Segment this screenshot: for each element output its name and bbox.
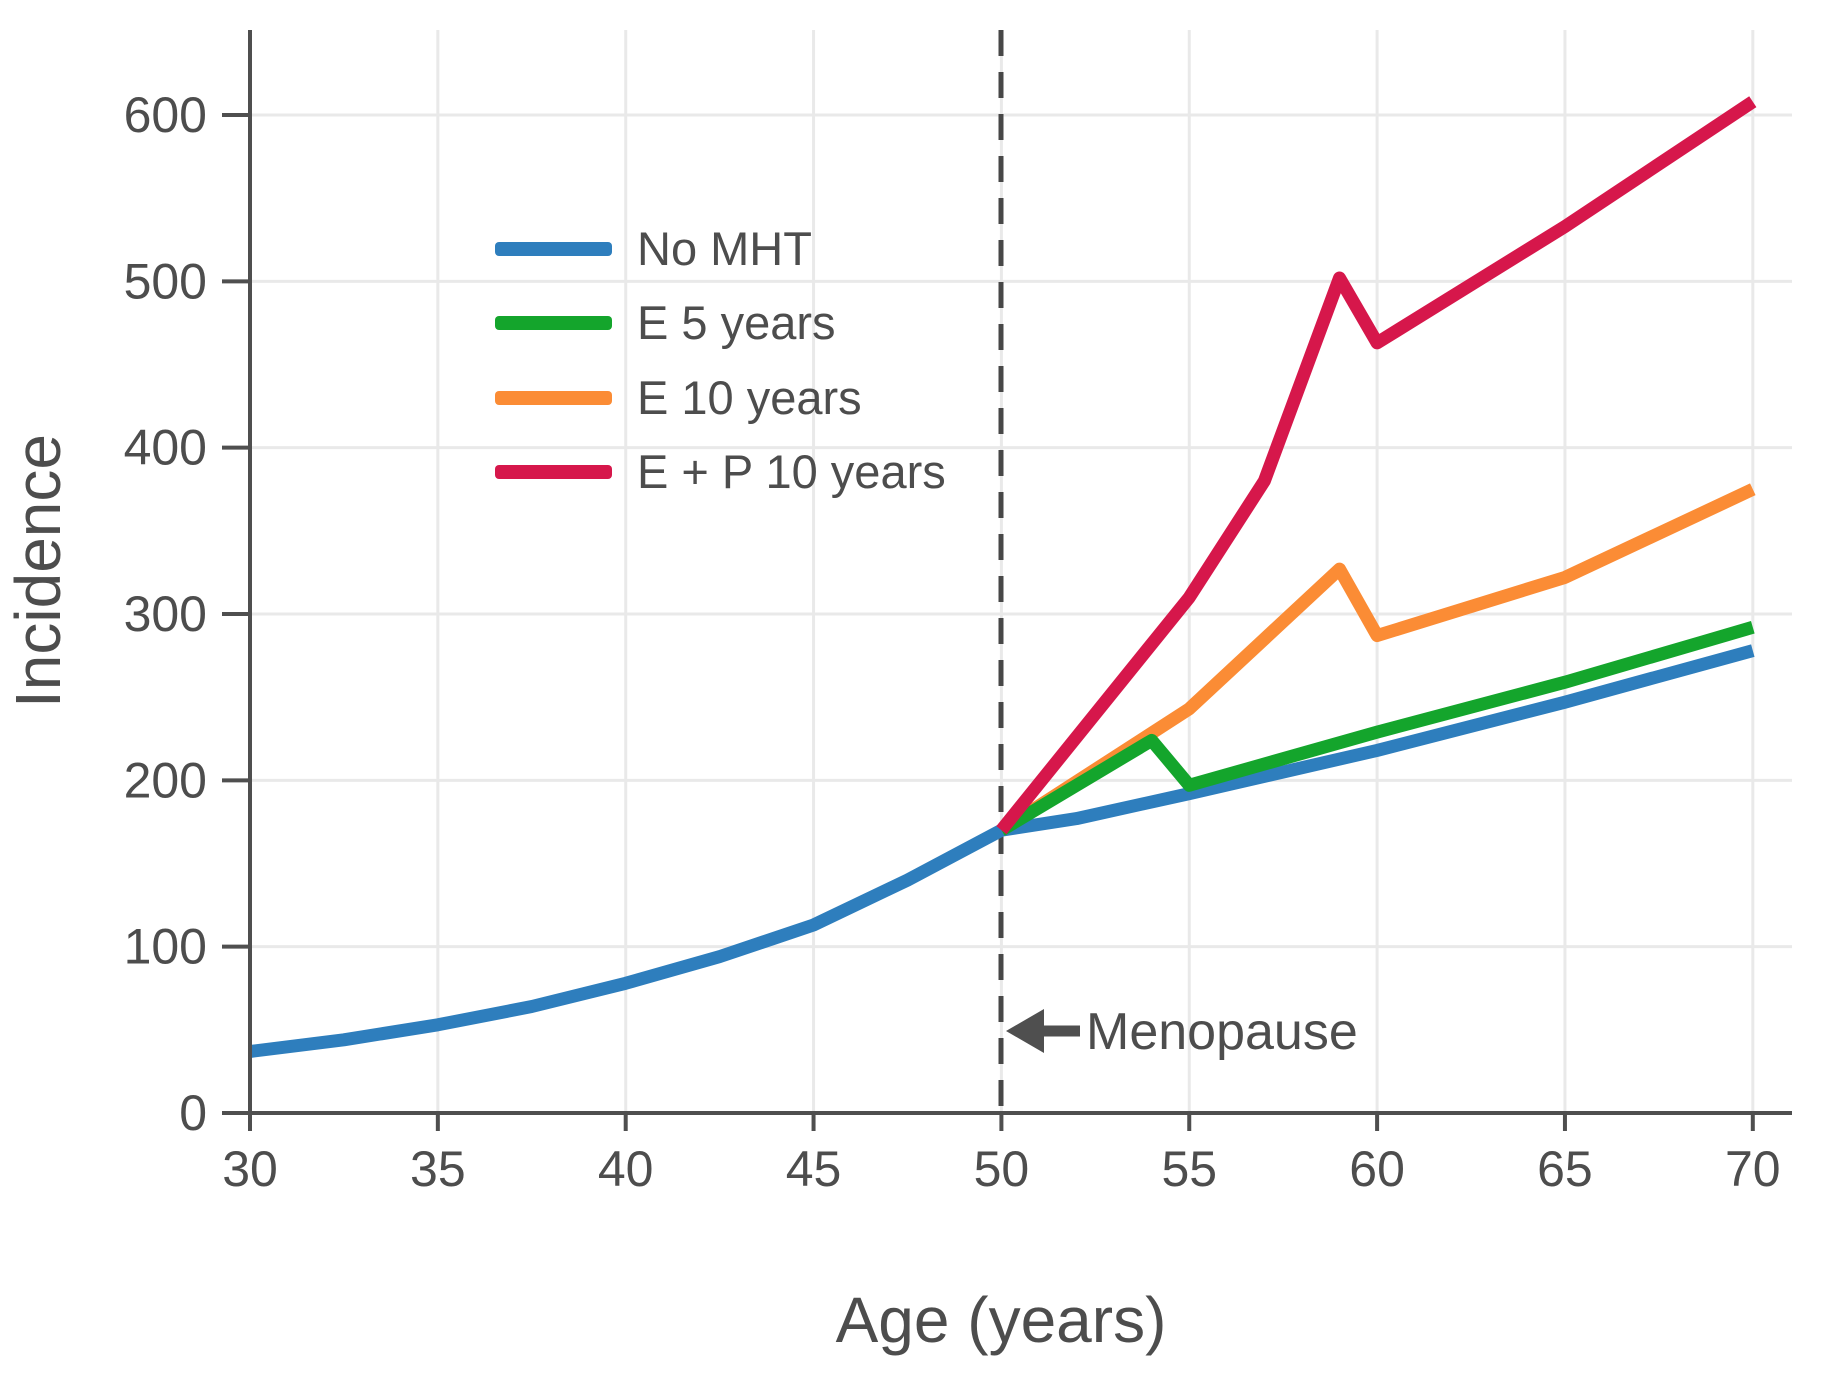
legend-swatch <box>495 391 612 405</box>
legend-item: E + P 10 years <box>495 445 946 498</box>
x-tick-label-40: 40 <box>598 1141 654 1197</box>
x-tick-label-30: 30 <box>222 1141 278 1197</box>
legend-item: No MHT <box>495 222 812 275</box>
legend-swatch <box>495 242 612 256</box>
y-tick-label-100: 100 <box>124 919 207 975</box>
y-tick-label-300: 300 <box>124 586 207 642</box>
legend: No MHT E 5 years E 10 years E + P 10 yea… <box>495 222 946 498</box>
series-line-e-5-years <box>998 621 1755 836</box>
series-line-e-10-years <box>997 483 1756 836</box>
x-tick-label-70: 70 <box>1725 1141 1781 1197</box>
y-axis-title: Incidence <box>2 434 74 708</box>
y-tick-label-400: 400 <box>124 420 207 476</box>
menopause-label: Menopause <box>1086 1003 1358 1061</box>
tick-marks <box>222 113 1755 1131</box>
legend-swatch <box>495 465 612 479</box>
x-tick-label-55: 55 <box>1161 1141 1217 1197</box>
left-arrow-icon <box>1006 1009 1080 1053</box>
legend-label: E 5 years <box>637 296 836 349</box>
axes <box>222 30 1792 1131</box>
legend-swatch <box>495 316 612 330</box>
series-line-e-p-10-years <box>996 96 1757 835</box>
legend-label: E 10 years <box>637 371 862 424</box>
legend-label: No MHT <box>637 222 812 275</box>
x-tick-label-35: 35 <box>410 1141 466 1197</box>
y-tick-label-500: 500 <box>124 253 207 309</box>
legend-item: E 5 years <box>495 296 836 349</box>
series-line-no-mht <box>249 644 1755 1058</box>
y-tick-label-200: 200 <box>124 752 207 808</box>
tick-labels: 30 35 40 45 50 55 60 65 70 0 100 200 300 400 500 600 <box>124 87 1781 1197</box>
menopause-annotation: Menopause <box>1006 1003 1358 1061</box>
series-lines <box>249 96 1757 1058</box>
x-tick-label-60: 60 <box>1349 1141 1405 1197</box>
x-tick-label-45: 45 <box>786 1141 842 1197</box>
x-tick-label-50: 50 <box>974 1141 1030 1197</box>
legend-label: E + P 10 years <box>637 445 946 498</box>
legend-item: E 10 years <box>495 371 862 424</box>
y-tick-label-0: 0 <box>179 1085 207 1141</box>
y-tick-label-600: 600 <box>124 87 207 143</box>
gridlines <box>250 30 1792 1113</box>
x-axis-title: Age (years) <box>836 1284 1167 1356</box>
x-tick-label-65: 65 <box>1537 1141 1593 1197</box>
